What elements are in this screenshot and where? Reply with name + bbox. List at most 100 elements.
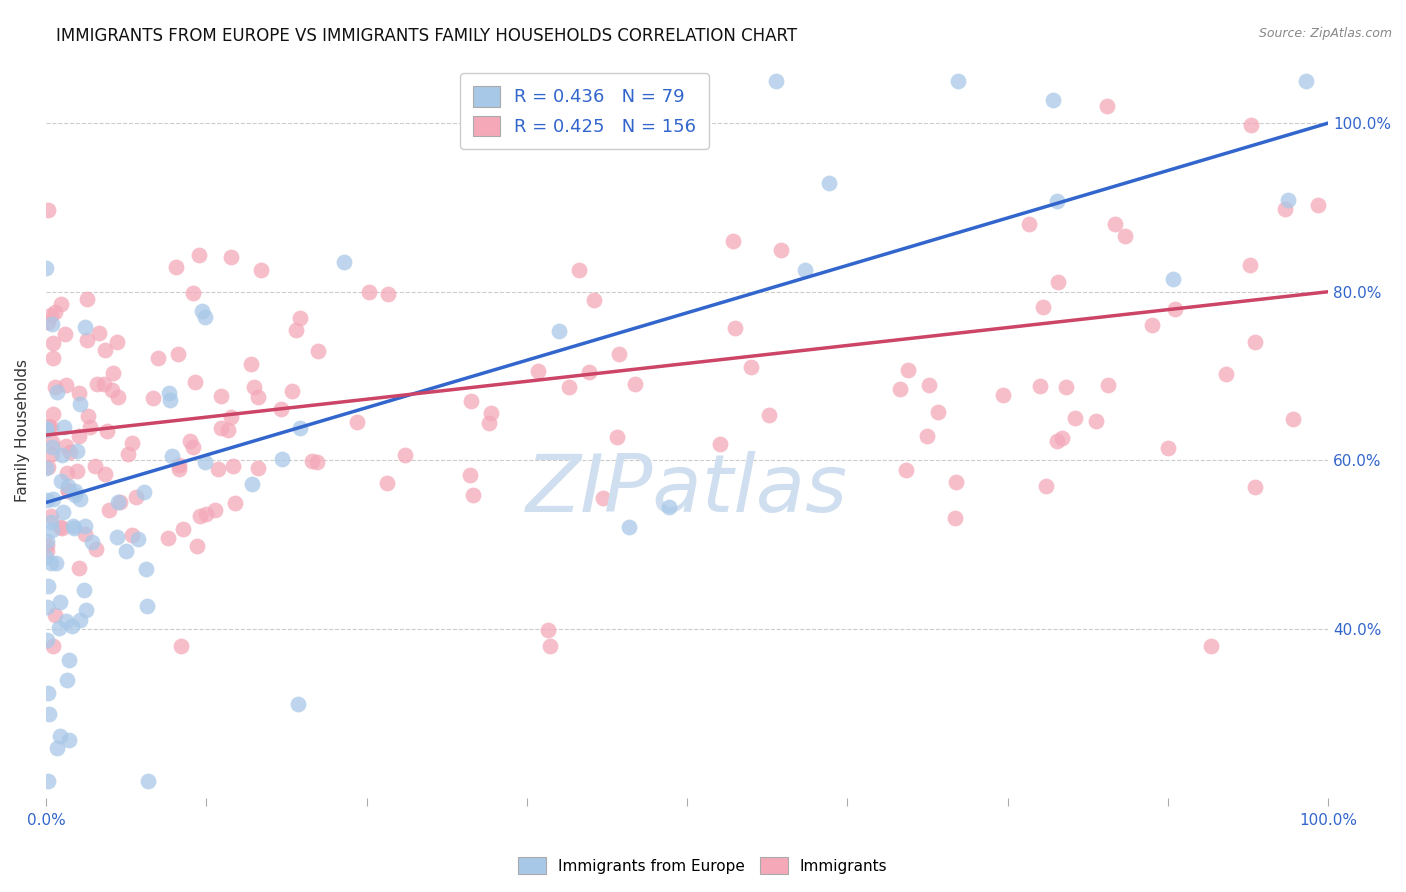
Point xyxy=(41,407,63,421)
Point xyxy=(250,263,273,277)
Point xyxy=(86,542,108,557)
Point xyxy=(281,384,304,398)
Point xyxy=(93,377,115,392)
Point xyxy=(346,415,368,429)
Point xyxy=(35,461,58,475)
Point xyxy=(46,384,69,399)
Point xyxy=(167,458,190,472)
Point xyxy=(35,493,58,508)
Point xyxy=(41,317,63,331)
Point xyxy=(157,531,180,545)
Point xyxy=(288,311,311,326)
Point xyxy=(945,475,967,490)
Point xyxy=(136,773,159,788)
Point xyxy=(582,293,605,308)
Point xyxy=(37,202,59,217)
Point xyxy=(1161,272,1184,286)
Point xyxy=(35,544,58,558)
Point xyxy=(42,491,65,506)
Text: ZIPatlas: ZIPatlas xyxy=(526,450,848,529)
Point xyxy=(56,466,79,480)
Point xyxy=(44,607,66,622)
Point xyxy=(1199,639,1222,653)
Point xyxy=(45,741,67,756)
Point xyxy=(1018,217,1040,231)
Point xyxy=(44,305,66,319)
Point xyxy=(758,409,780,423)
Point xyxy=(53,326,76,341)
Point xyxy=(918,378,941,392)
Point xyxy=(479,406,502,420)
Point xyxy=(285,323,308,337)
Point xyxy=(69,491,91,506)
Point xyxy=(165,260,187,274)
Point xyxy=(537,624,560,638)
Point xyxy=(169,462,191,476)
Point xyxy=(307,344,329,359)
Point xyxy=(41,434,63,449)
Point xyxy=(463,488,485,502)
Point xyxy=(179,434,201,448)
Point xyxy=(108,495,131,509)
Point xyxy=(1046,275,1069,289)
Point xyxy=(41,447,63,461)
Point xyxy=(204,503,226,517)
Point xyxy=(60,619,83,633)
Point xyxy=(592,491,614,505)
Point xyxy=(69,613,91,627)
Point xyxy=(1164,301,1187,316)
Point xyxy=(115,544,138,558)
Point xyxy=(69,397,91,411)
Point xyxy=(48,520,70,534)
Point xyxy=(58,733,80,747)
Point xyxy=(1157,441,1180,455)
Point xyxy=(49,729,72,743)
Point xyxy=(1104,218,1126,232)
Point xyxy=(188,509,211,524)
Point xyxy=(41,523,63,537)
Point xyxy=(270,402,292,417)
Point xyxy=(72,582,94,597)
Point xyxy=(211,421,233,435)
Point xyxy=(77,409,100,424)
Point xyxy=(56,479,79,493)
Point xyxy=(79,420,101,434)
Point xyxy=(191,304,214,318)
Point xyxy=(45,556,67,570)
Point xyxy=(1042,93,1064,107)
Point xyxy=(73,519,96,533)
Point xyxy=(67,560,90,574)
Point xyxy=(793,262,815,277)
Point xyxy=(37,686,59,700)
Point xyxy=(51,448,73,462)
Point xyxy=(538,639,561,653)
Point xyxy=(1215,368,1237,382)
Point xyxy=(301,454,323,468)
Point xyxy=(897,363,920,377)
Point xyxy=(194,455,217,469)
Point xyxy=(69,428,91,442)
Point xyxy=(1114,229,1136,244)
Point xyxy=(1084,414,1107,428)
Point xyxy=(121,436,143,450)
Point xyxy=(55,439,77,453)
Point xyxy=(1032,300,1054,314)
Point xyxy=(62,519,84,533)
Point xyxy=(107,495,129,509)
Point xyxy=(93,467,115,481)
Point xyxy=(162,449,184,463)
Point xyxy=(195,507,218,521)
Point xyxy=(35,550,58,565)
Point xyxy=(181,285,204,300)
Point xyxy=(606,430,628,444)
Point xyxy=(724,321,747,335)
Point xyxy=(56,673,79,688)
Point xyxy=(157,385,180,400)
Point xyxy=(63,483,86,498)
Point xyxy=(1239,258,1261,272)
Point xyxy=(35,538,58,552)
Point xyxy=(101,384,124,398)
Point xyxy=(222,458,245,473)
Point xyxy=(135,562,157,576)
Point xyxy=(52,505,75,519)
